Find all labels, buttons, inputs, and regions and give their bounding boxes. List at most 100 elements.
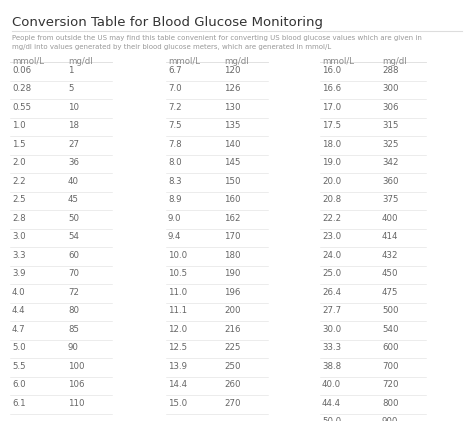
Text: 200: 200 [224, 306, 240, 315]
Text: 36: 36 [68, 158, 79, 167]
Text: 540: 540 [382, 325, 399, 334]
Text: 50.0: 50.0 [322, 417, 341, 421]
Text: 11.1: 11.1 [168, 306, 187, 315]
Text: 10.5: 10.5 [168, 269, 187, 278]
Text: 720: 720 [382, 380, 399, 389]
Text: 432: 432 [382, 251, 399, 260]
Text: 27: 27 [68, 140, 79, 149]
Text: 12.5: 12.5 [168, 343, 187, 352]
Text: 150: 150 [224, 177, 240, 186]
Text: 25.0: 25.0 [322, 269, 341, 278]
Text: 315: 315 [382, 121, 399, 130]
Text: 30.0: 30.0 [322, 325, 341, 334]
Text: 72: 72 [68, 288, 79, 297]
Text: Conversion Table for Blood Glucose Monitoring: Conversion Table for Blood Glucose Monit… [12, 16, 323, 29]
Text: 162: 162 [224, 214, 240, 223]
Text: 24.0: 24.0 [322, 251, 341, 260]
Text: 9.0: 9.0 [168, 214, 182, 223]
Text: 26.4: 26.4 [322, 288, 341, 297]
Text: mg/dl: mg/dl [224, 57, 249, 66]
Text: People from outside the US may find this table convenient for converting US bloo: People from outside the US may find this… [12, 35, 422, 41]
Text: 10: 10 [68, 103, 79, 112]
Text: 80: 80 [68, 306, 79, 315]
Text: 342: 342 [382, 158, 399, 167]
Text: 6.1: 6.1 [12, 399, 26, 408]
Text: 2.0: 2.0 [12, 158, 26, 167]
Text: 17.5: 17.5 [322, 121, 341, 130]
Text: 33.3: 33.3 [322, 343, 341, 352]
Text: 800: 800 [382, 399, 399, 408]
Text: 400: 400 [382, 214, 399, 223]
Text: 4.0: 4.0 [12, 288, 26, 297]
Text: 6.7: 6.7 [168, 66, 182, 75]
Text: 12.0: 12.0 [168, 325, 187, 334]
Text: 38.8: 38.8 [322, 362, 341, 371]
Text: 475: 475 [382, 288, 399, 297]
Text: 54: 54 [68, 232, 79, 241]
Text: 5.0: 5.0 [12, 343, 26, 352]
Text: 110: 110 [68, 399, 84, 408]
Text: 22.2: 22.2 [322, 214, 341, 223]
Text: 0.55: 0.55 [12, 103, 31, 112]
Text: 70: 70 [68, 269, 79, 278]
Text: 2.5: 2.5 [12, 195, 26, 204]
Text: 106: 106 [68, 380, 84, 389]
Text: 9.4: 9.4 [168, 232, 182, 241]
Text: 90: 90 [68, 343, 79, 352]
Text: 0.28: 0.28 [12, 84, 31, 93]
Text: 5: 5 [68, 84, 73, 93]
Text: 2.8: 2.8 [12, 214, 26, 223]
Text: 27.7: 27.7 [322, 306, 341, 315]
Text: 0.06: 0.06 [12, 66, 31, 75]
Text: 216: 216 [224, 325, 240, 334]
Text: 16.6: 16.6 [322, 84, 341, 93]
Text: 8.3: 8.3 [168, 177, 182, 186]
Text: 140: 140 [224, 140, 240, 149]
Text: 700: 700 [382, 362, 399, 371]
Text: 3.0: 3.0 [12, 232, 26, 241]
Text: 60: 60 [68, 251, 79, 260]
Text: 11.0: 11.0 [168, 288, 187, 297]
Text: mg/dl: mg/dl [382, 57, 407, 66]
Text: 180: 180 [224, 251, 240, 260]
Text: mg/dl: mg/dl [68, 57, 92, 66]
Text: 14.4: 14.4 [168, 380, 187, 389]
Text: 4.7: 4.7 [12, 325, 26, 334]
Text: mmol/L: mmol/L [12, 57, 44, 66]
Text: mmol/L: mmol/L [322, 57, 354, 66]
Text: 300: 300 [382, 84, 399, 93]
Text: mg/dl into values generated by their blood glucose meters, which are generated i: mg/dl into values generated by their blo… [12, 44, 331, 50]
Text: 306: 306 [382, 103, 399, 112]
Text: 375: 375 [382, 195, 399, 204]
Text: 8.0: 8.0 [168, 158, 182, 167]
Text: 325: 325 [382, 140, 399, 149]
Text: 250: 250 [224, 362, 240, 371]
Text: 126: 126 [224, 84, 240, 93]
Text: 8.9: 8.9 [168, 195, 182, 204]
Text: 40: 40 [68, 177, 79, 186]
Text: 20.0: 20.0 [322, 177, 341, 186]
Text: 120: 120 [224, 66, 240, 75]
Text: 7.0: 7.0 [168, 84, 182, 93]
Text: 360: 360 [382, 177, 399, 186]
Text: 135: 135 [224, 121, 240, 130]
Text: 10.0: 10.0 [168, 251, 187, 260]
Text: 190: 190 [224, 269, 240, 278]
Text: 85: 85 [68, 325, 79, 334]
Text: 16.0: 16.0 [322, 66, 341, 75]
Text: 13.9: 13.9 [168, 362, 187, 371]
Text: 17.0: 17.0 [322, 103, 341, 112]
Text: 900: 900 [382, 417, 398, 421]
Text: 100: 100 [68, 362, 84, 371]
Text: 5.5: 5.5 [12, 362, 26, 371]
Text: 6.0: 6.0 [12, 380, 26, 389]
Text: 45: 45 [68, 195, 79, 204]
Text: 2.2: 2.2 [12, 177, 26, 186]
Text: 270: 270 [224, 399, 240, 408]
Text: 7.5: 7.5 [168, 121, 182, 130]
Text: mmol/L: mmol/L [168, 57, 200, 66]
Text: 20.8: 20.8 [322, 195, 341, 204]
Text: 1.0: 1.0 [12, 121, 26, 130]
Text: 18: 18 [68, 121, 79, 130]
Text: 18.0: 18.0 [322, 140, 341, 149]
